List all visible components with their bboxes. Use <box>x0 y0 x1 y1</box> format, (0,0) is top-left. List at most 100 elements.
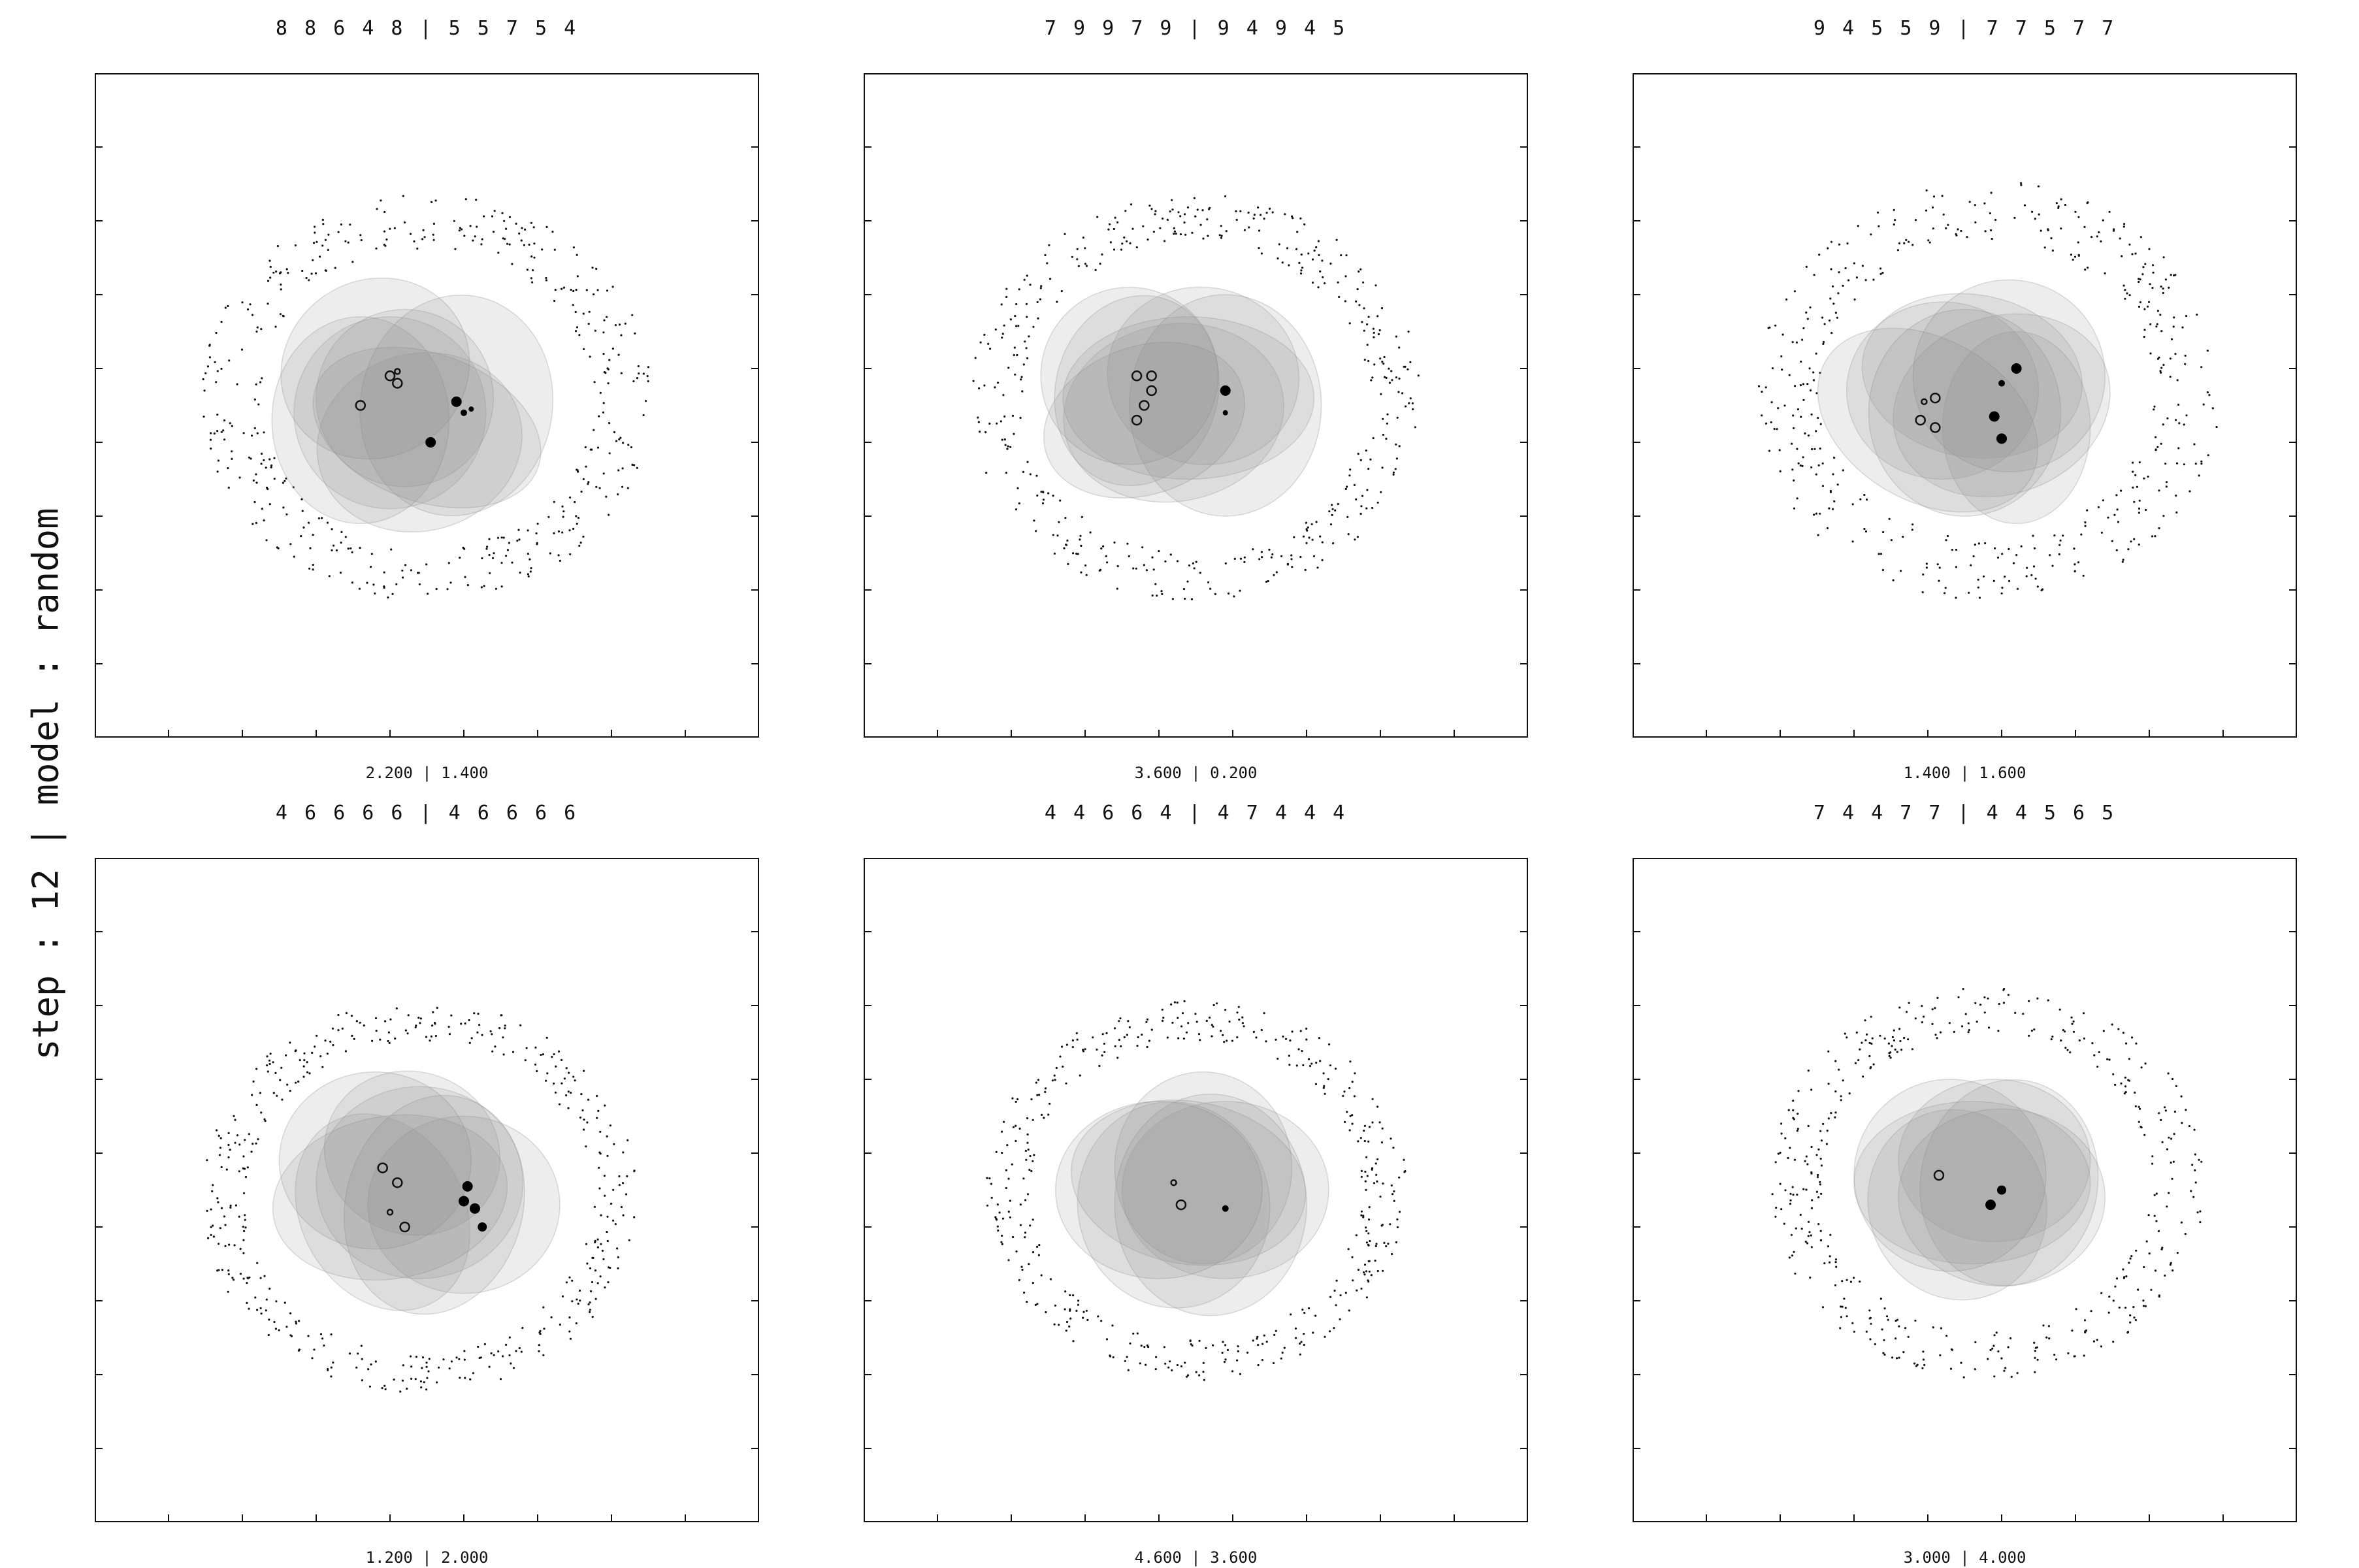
ring-dot <box>436 1381 438 1384</box>
ring-dot <box>1938 566 1941 569</box>
ring-dot <box>1829 1255 1831 1258</box>
ring-dot <box>512 1367 515 1369</box>
ring-dot <box>1258 247 1260 250</box>
ring-dot <box>2010 1375 2013 1378</box>
ring-dot <box>1767 327 1770 329</box>
ring-dot <box>1408 402 1410 404</box>
ring-dot <box>530 567 532 570</box>
ring-dot <box>1081 515 1083 519</box>
ring-dot <box>222 429 225 432</box>
ring-dot <box>578 1289 581 1292</box>
ring-dot <box>248 456 251 459</box>
ring-dot <box>1366 489 1369 491</box>
panel-xlabel: 1.400 | 1.600 <box>1903 764 2026 782</box>
ring-dot <box>1960 1362 1962 1364</box>
ring-dot <box>1118 1039 1120 1041</box>
ring-dot <box>1367 1243 1369 1246</box>
ring-dot <box>1027 1149 1030 1151</box>
ring-dot <box>617 353 620 356</box>
ring-dot <box>628 1239 630 1241</box>
ring-dot <box>1022 363 1025 366</box>
ring-dot <box>632 380 635 383</box>
ring-dot <box>2207 454 2209 457</box>
ring-dot <box>1371 1098 1374 1100</box>
ring-dot <box>1263 1012 1265 1015</box>
ring-dot <box>1365 1241 1368 1244</box>
ring-dot <box>329 1040 332 1043</box>
filled-point <box>425 437 436 448</box>
ring-dot <box>2133 538 2136 540</box>
ring-dot <box>389 227 391 230</box>
ring-dot <box>2120 1082 2123 1085</box>
ring-dot <box>617 1256 619 1259</box>
ring-dot <box>216 414 219 416</box>
ring-dot <box>216 1197 219 1200</box>
ring-dot <box>2193 443 2196 446</box>
ring-dot <box>1829 319 1831 322</box>
ring-dot <box>1077 1303 1080 1306</box>
ring-dot <box>278 1329 280 1331</box>
ring-dot <box>619 436 622 439</box>
ring-dot <box>579 542 582 544</box>
ring-dot <box>1001 336 1003 339</box>
ring-dot <box>2082 574 2085 577</box>
ring-dot <box>1987 1358 1989 1360</box>
ring-dot <box>475 199 478 201</box>
ring-dot <box>1082 1311 1085 1313</box>
ring-dot <box>1321 259 1324 262</box>
ring-dot <box>1319 1060 1322 1062</box>
ring-dot <box>1324 1335 1326 1338</box>
ring-dot <box>1815 512 1817 515</box>
ring-dot <box>375 1030 378 1032</box>
ring-dot <box>374 1360 377 1363</box>
ring-dot <box>2206 350 2209 352</box>
ring-dot <box>1869 1067 1872 1070</box>
ring-dot <box>301 498 303 500</box>
ring-dot <box>1925 189 1928 192</box>
ring-dot <box>604 1194 606 1197</box>
ring-dot <box>575 289 578 291</box>
cluster-ellipse <box>1817 327 2039 513</box>
cluster-ellipse <box>1898 1108 2106 1287</box>
ring-dot <box>1085 265 1088 267</box>
ring-dot <box>622 1214 625 1217</box>
ring-dot <box>1280 555 1283 558</box>
ring-dot <box>216 470 219 473</box>
ring-dot <box>558 1103 561 1105</box>
ring-dot <box>496 536 500 539</box>
ring-dot <box>1861 265 1864 267</box>
ring-dot <box>2158 527 2160 530</box>
ring-dot <box>1290 558 1293 561</box>
ring-dot <box>1064 233 1066 235</box>
ring-dot <box>608 452 611 455</box>
ring-dot <box>481 557 483 560</box>
ring-dot <box>1367 1218 1371 1221</box>
ring-dot <box>498 1027 501 1030</box>
ring-dot <box>2170 1262 2172 1264</box>
ring-dot <box>359 1021 361 1024</box>
ring-dot <box>1120 1045 1122 1048</box>
ring-dot <box>1807 1124 1810 1128</box>
ring-dot <box>1092 1036 1094 1039</box>
ring-dot <box>2082 1012 2085 1015</box>
ring-dot <box>2050 1038 2053 1041</box>
ring-dot <box>1097 1315 1099 1318</box>
ring-dot <box>2177 447 2180 449</box>
ring-dot <box>1116 587 1118 590</box>
ring-dot <box>2043 246 2046 249</box>
ring-dot <box>1891 1356 1894 1359</box>
ring-dot <box>575 1322 578 1325</box>
ring-dot <box>332 1044 334 1047</box>
ring-dot <box>227 467 229 470</box>
ring-dot <box>2124 1091 2127 1094</box>
ring-dot <box>2154 1269 2157 1272</box>
ring-dot <box>2115 549 2118 551</box>
ring-dot <box>1152 568 1155 571</box>
ring-dot <box>609 1124 612 1127</box>
ring-dot <box>626 1175 628 1177</box>
ring-dot <box>298 1320 301 1322</box>
ring-dot <box>1915 1365 1918 1367</box>
ring-dot <box>1139 1362 1141 1365</box>
ring-dot <box>1893 1029 1895 1032</box>
ring-dot <box>497 1350 500 1353</box>
